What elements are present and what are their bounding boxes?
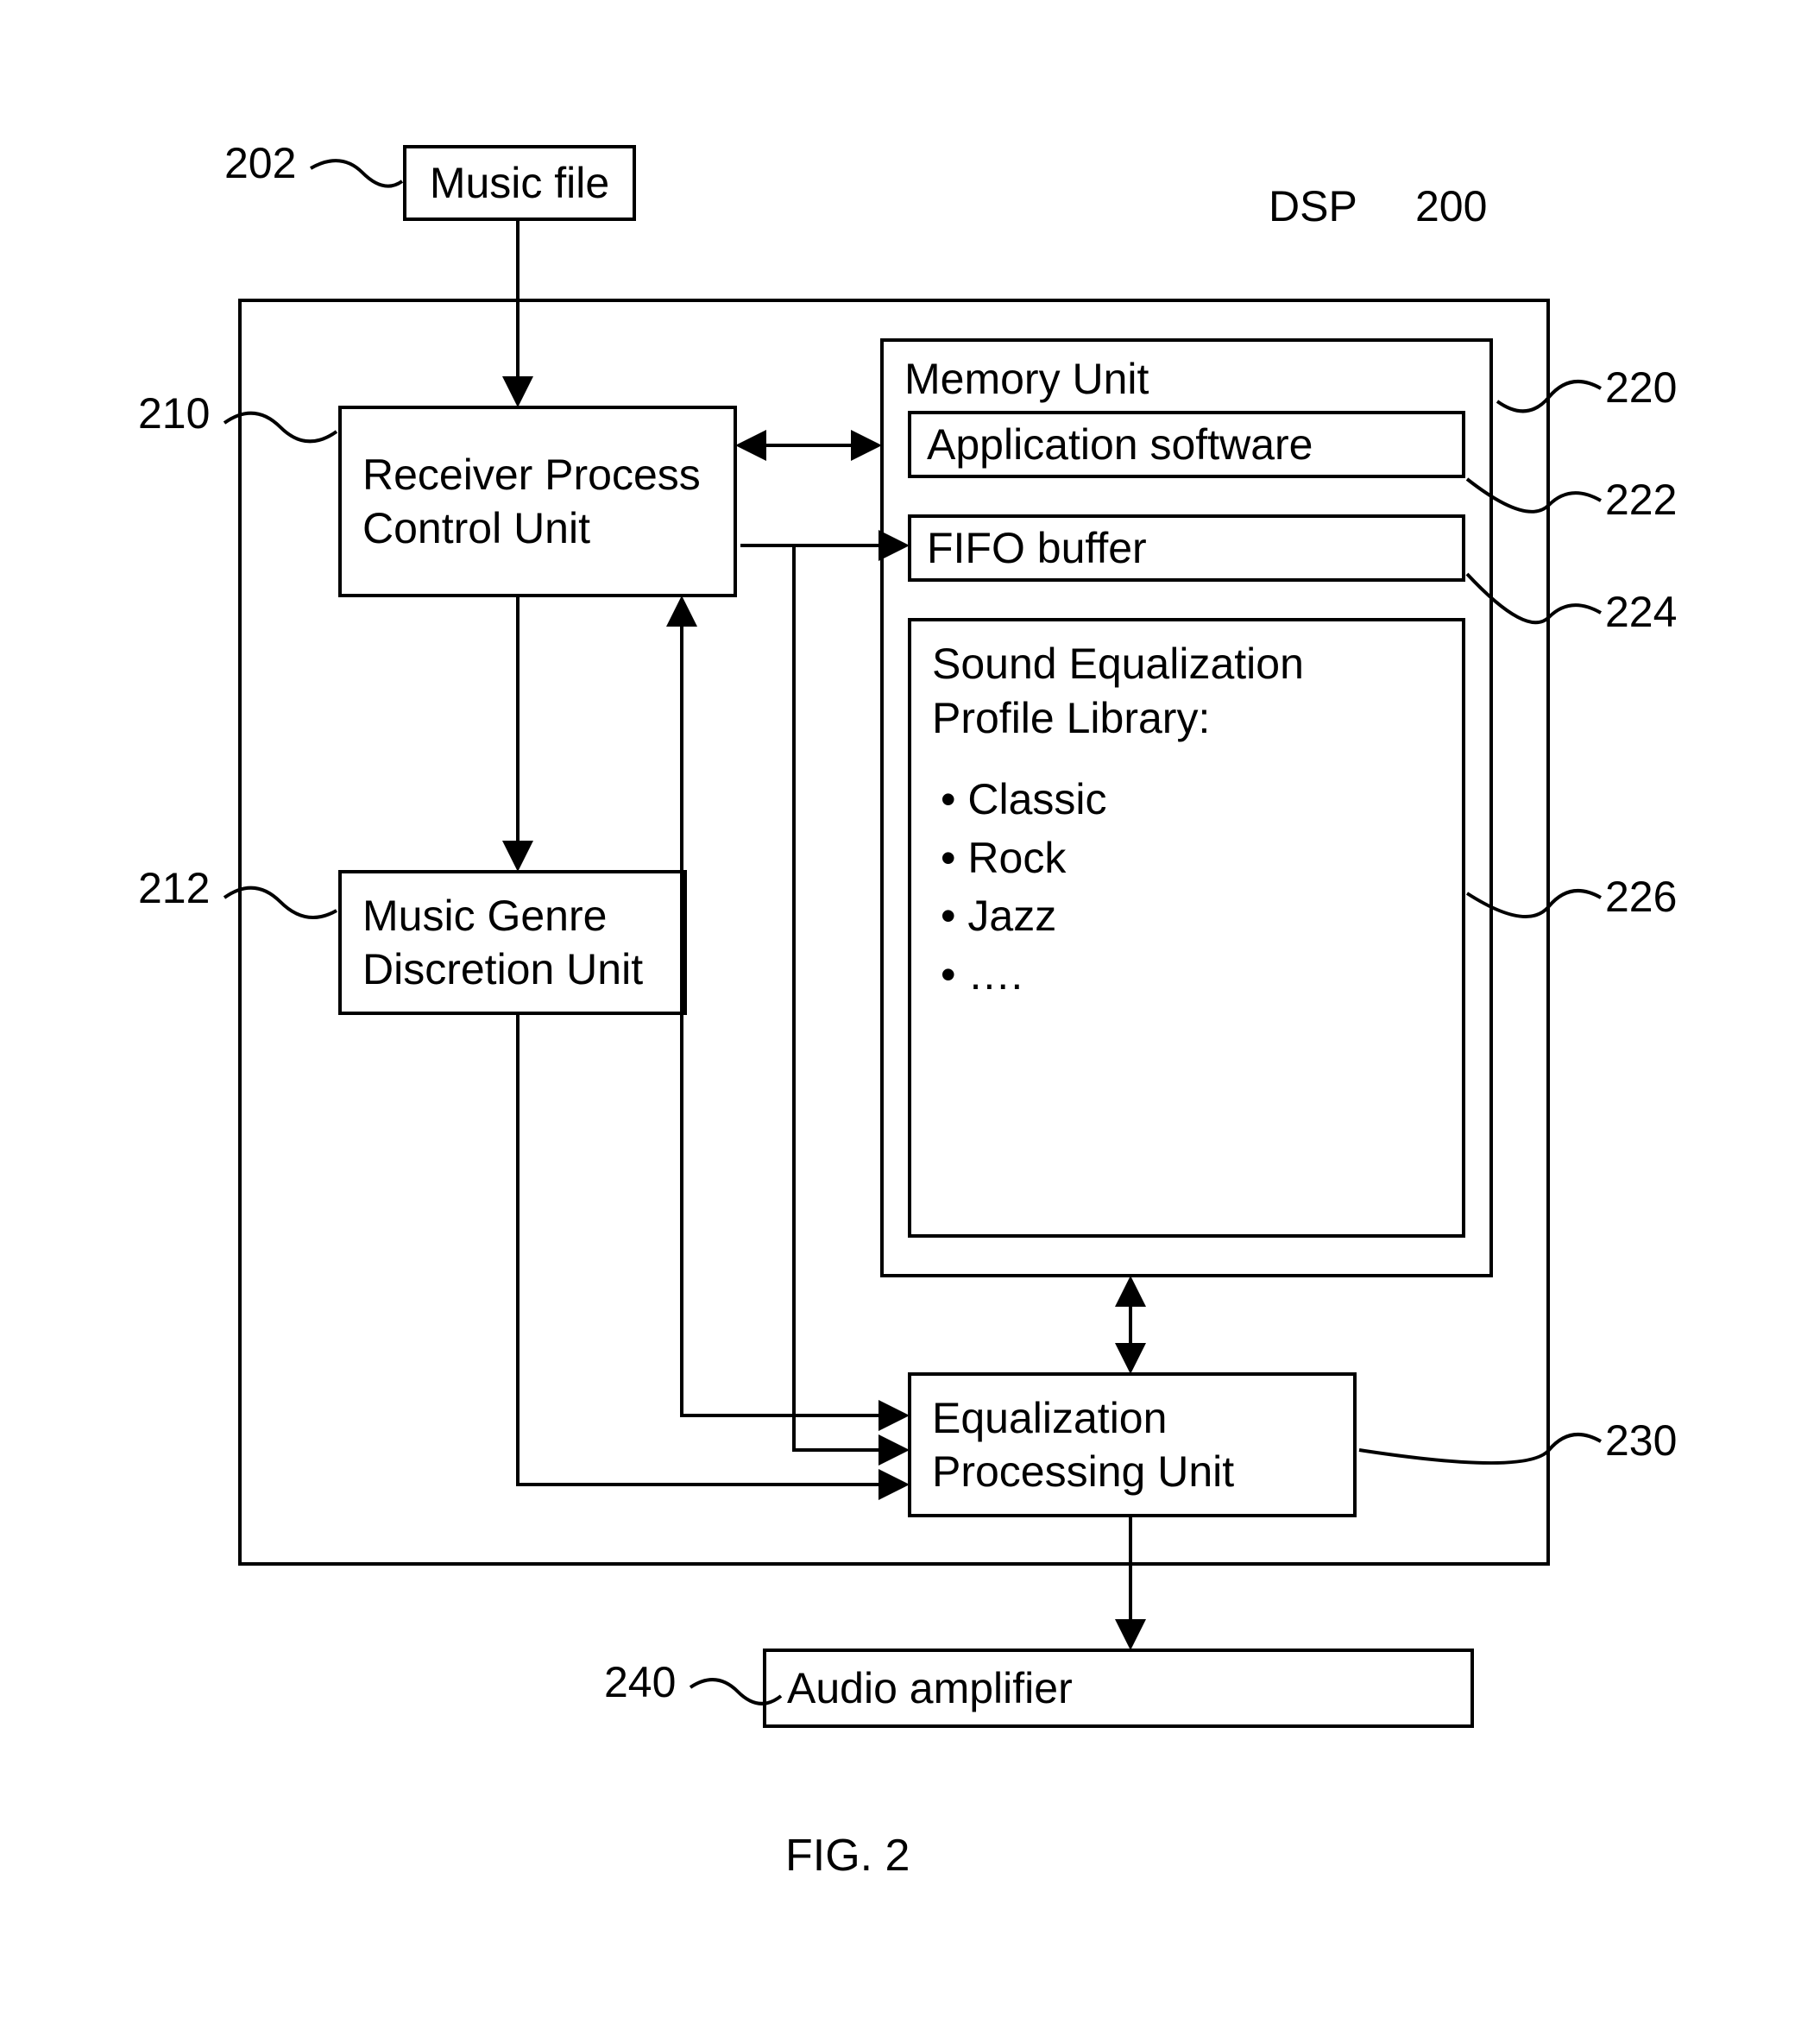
receiver-label-1: Receiver Process [362,448,701,502]
list-item: • Classic [941,771,1107,829]
profile-library-title-2: Profile Library: [932,691,1210,746]
ref-212: 212 [138,863,210,913]
memory-unit-title: Memory Unit [904,352,1149,407]
ref-226: 226 [1605,872,1677,922]
ref-210: 210 [138,388,210,438]
ref-240: 240 [604,1657,676,1707]
equalization-label-2: Processing Unit [932,1445,1234,1499]
music-file-label: Music file [430,156,609,211]
receiver-label-2: Control Unit [362,501,590,556]
profile-library-items: • Classic • Rock • Jazz • …. [932,771,1107,1004]
ref-224: 224 [1605,587,1677,637]
list-item: • …. [941,946,1107,1005]
fifo-buffer-label: FIFO buffer [927,521,1147,576]
ref-220: 220 [1605,362,1677,413]
ref-200: 200 [1415,181,1487,231]
equalization-block: Equalization Processing Unit [908,1372,1357,1517]
list-item: • Jazz [941,887,1107,946]
ref-230: 230 [1605,1415,1677,1466]
music-genre-block: Music Genre Discretion Unit [338,870,687,1015]
figure-caption: FIG. 2 [785,1830,910,1882]
fifo-buffer-block: FIFO buffer [908,514,1465,582]
profile-library-block: Sound Equalization Profile Library: • Cl… [908,618,1465,1238]
app-software-label: Application software [927,418,1313,472]
music-genre-label-2: Discretion Unit [362,942,643,997]
audio-amplifier-label: Audio amplifier [787,1661,1073,1716]
equalization-label-1: Equalization [932,1391,1167,1446]
ref-222: 222 [1605,475,1677,525]
profile-library-title-1: Sound Equalization [932,637,1304,691]
dsp-label: DSP [1269,181,1357,231]
receiver-process-block: Receiver Process Control Unit [338,406,737,597]
ref-202: 202 [224,138,296,188]
app-software-block: Application software [908,411,1465,478]
list-item: • Rock [941,829,1107,888]
music-file-block: Music file [403,145,636,221]
audio-amplifier-block: Audio amplifier [763,1649,1474,1728]
music-genre-label-1: Music Genre [362,889,607,943]
